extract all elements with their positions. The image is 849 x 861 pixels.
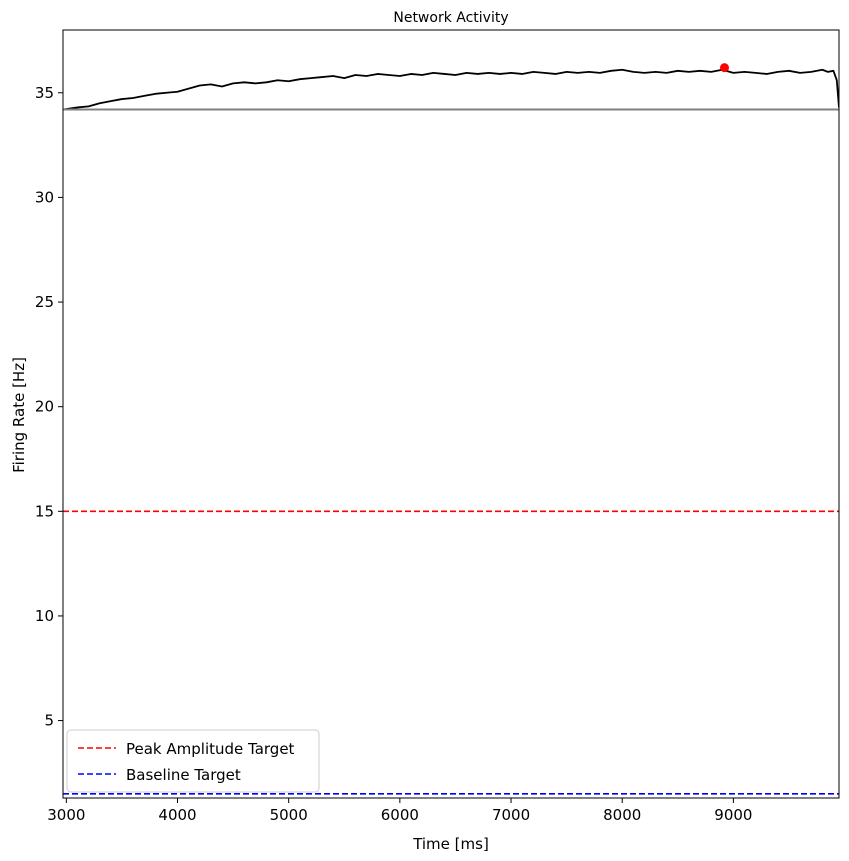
x-tick-label: 9000 [714, 806, 752, 824]
x-tick-label: 3000 [47, 806, 85, 824]
legend-label-peak-amplitude-target: Peak Amplitude Target [126, 740, 295, 758]
chart-title: Network Activity [393, 10, 508, 26]
y-tick-label: 10 [35, 607, 54, 625]
x-tick-label: 8000 [603, 806, 641, 824]
x-axis-label: Time [ms] [412, 835, 489, 853]
legend: Peak Amplitude Target Baseline Target [66, 729, 320, 793]
x-tick-label: 7000 [492, 806, 530, 824]
peak-marker [719, 63, 729, 73]
x-tick-label: 4000 [158, 806, 196, 824]
y-tick-label: 20 [35, 398, 54, 416]
x-tick-label: 6000 [381, 806, 419, 824]
y-tick-label: 15 [35, 502, 54, 520]
legend-label-baseline-target: Baseline Target [126, 766, 241, 784]
plot-area: 3000 4000 5000 6000 7000 8000 9000 5 10 15 20 25 30 3… [35, 29, 840, 824]
y-axis-label: Firing Rate [Hz] [10, 357, 28, 473]
y-tick-label: 25 [35, 293, 54, 311]
y-tick-label: 30 [35, 188, 54, 206]
y-tick-label: 35 [35, 84, 54, 102]
x-tick-label: 5000 [270, 806, 308, 824]
plot-frame [62, 29, 840, 799]
legend-box [66, 729, 320, 793]
y-tick-label: 5 [44, 712, 54, 730]
series-line-firing-rate [63, 68, 839, 111]
